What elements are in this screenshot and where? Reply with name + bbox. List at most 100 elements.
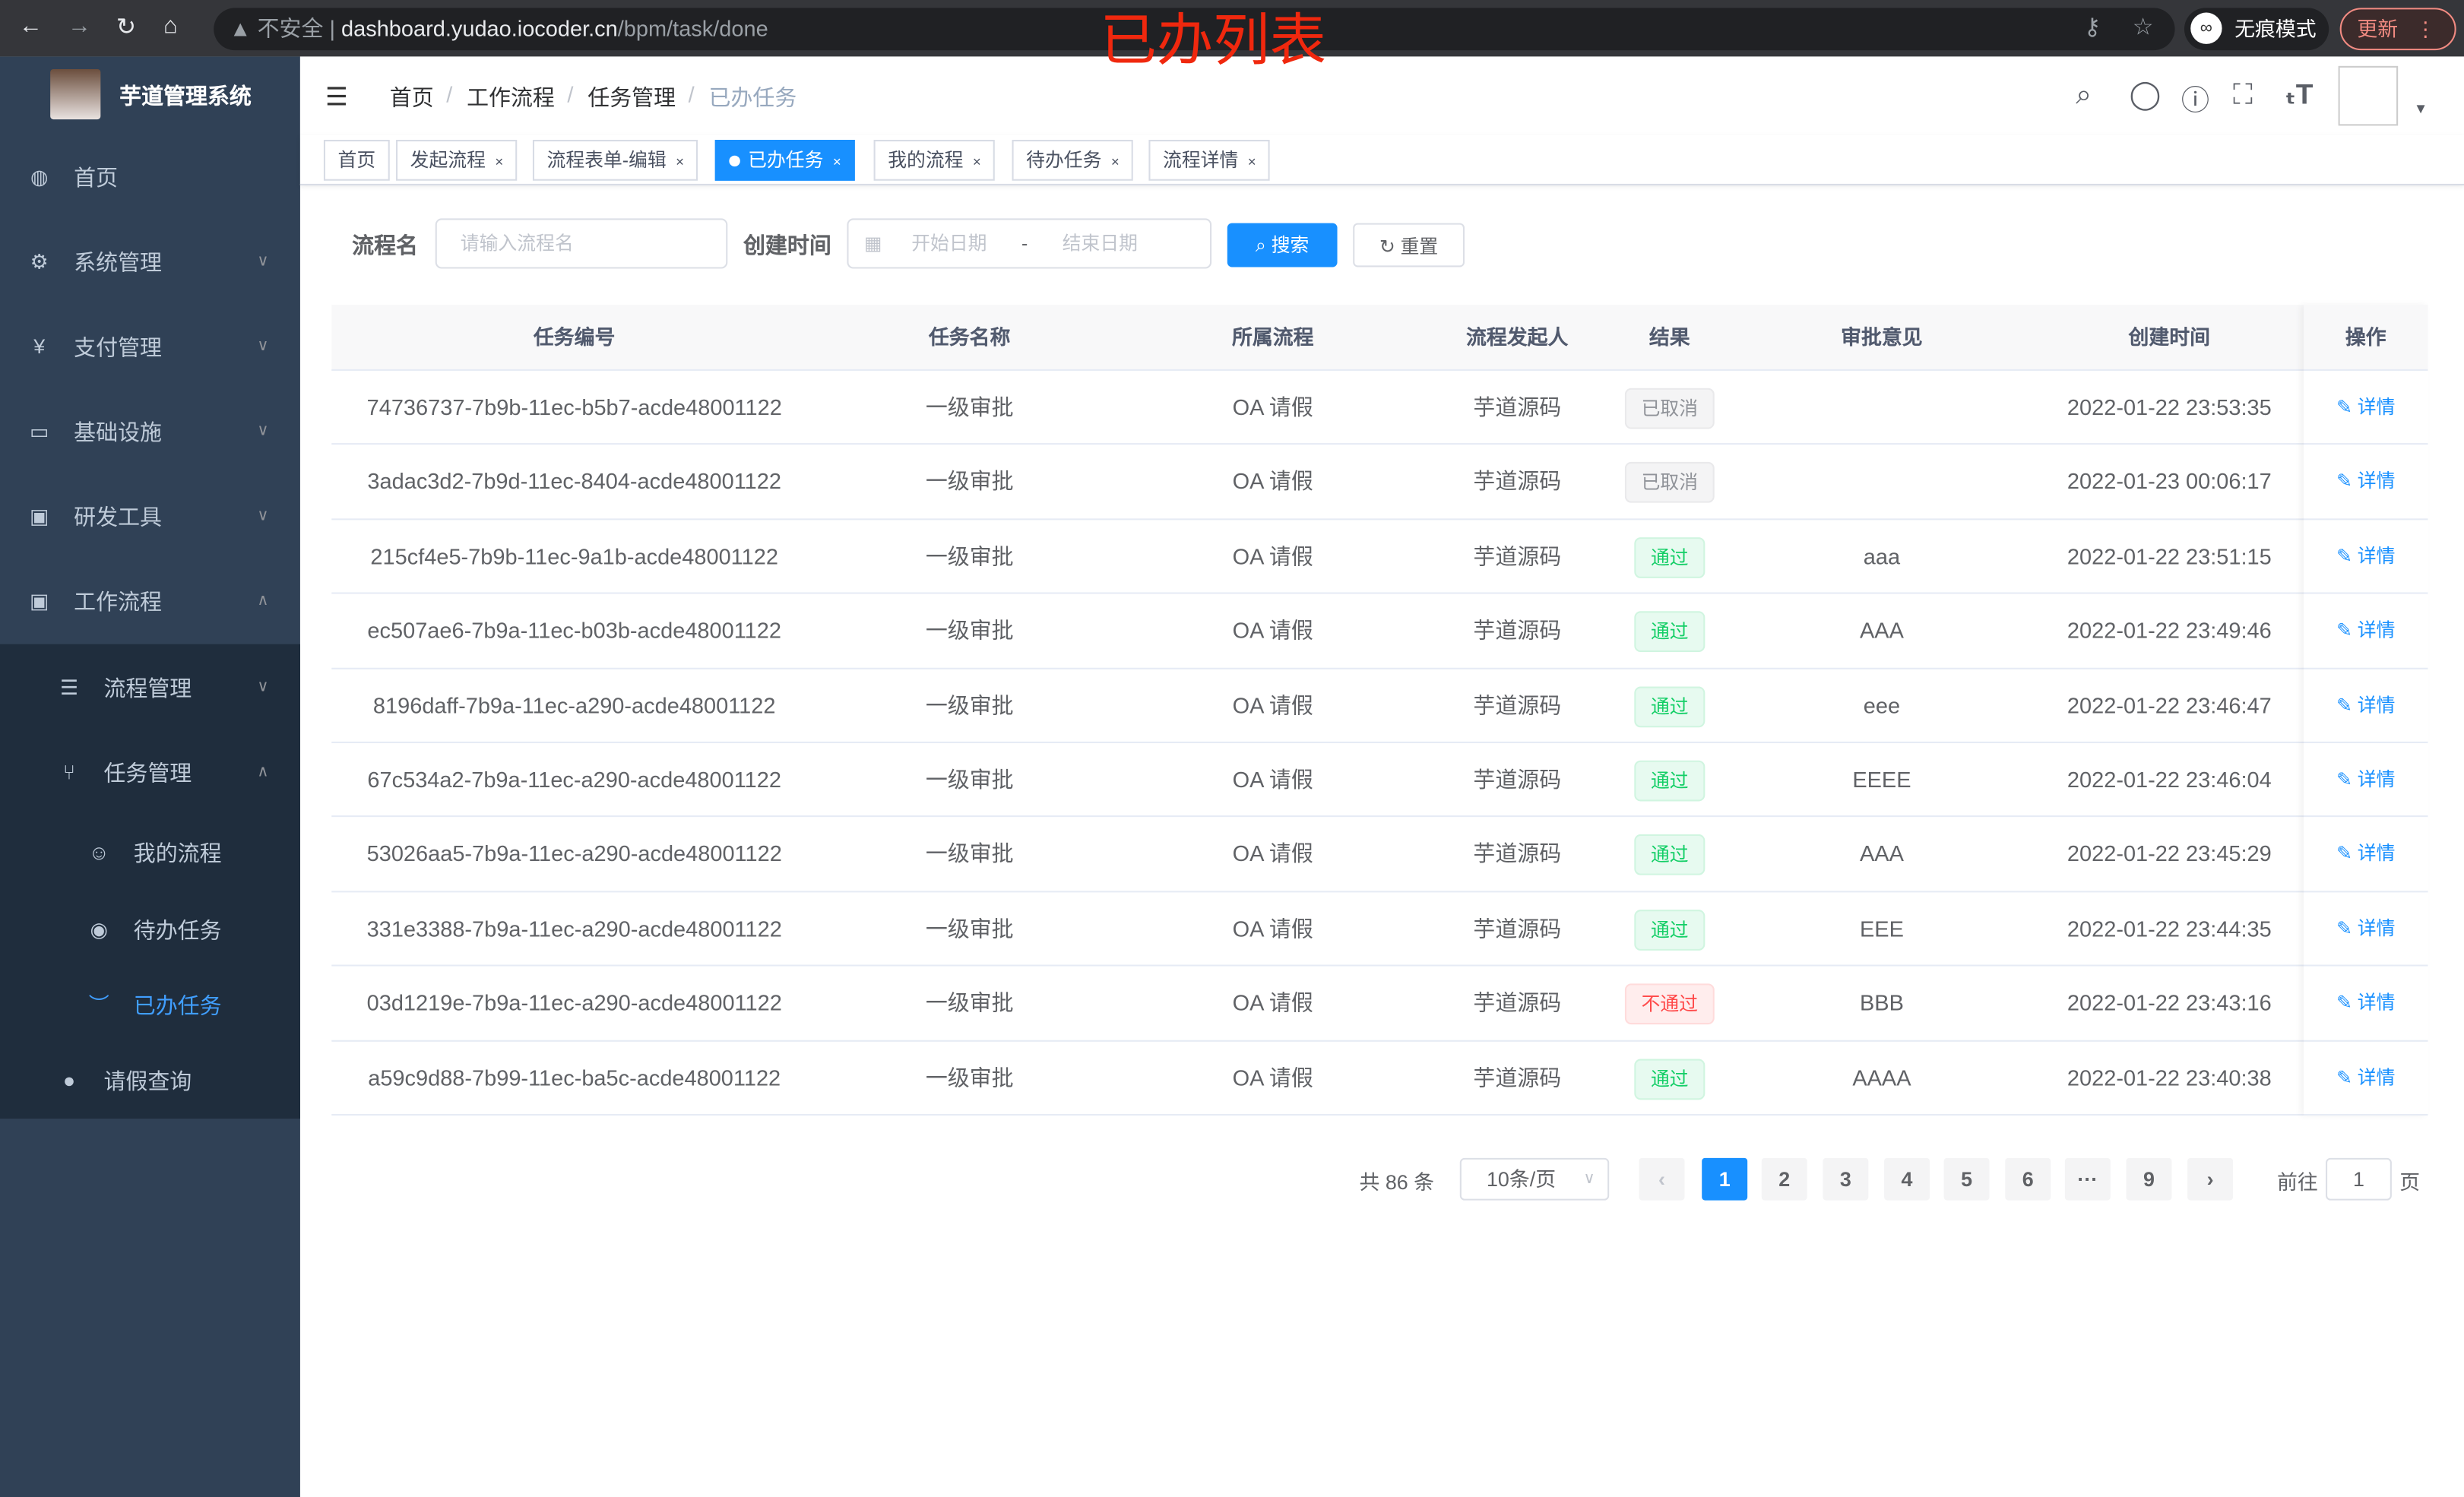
back-icon[interactable]: ← xyxy=(18,12,43,40)
page-button[interactable]: 5 xyxy=(1943,1157,1990,1201)
cell-text: 331e3388-7b9a-11ec-a290-acde48001122 xyxy=(366,915,782,942)
close-icon[interactable]: × xyxy=(1110,153,1120,170)
detail-button[interactable]: ✎ 详情 xyxy=(2304,520,2428,593)
sidebar-item-7[interactable]: ⑂ 任务管理 ∧ xyxy=(0,734,300,812)
column-header: 任务名称 xyxy=(928,324,1011,350)
cell-name: 一级审批 xyxy=(817,371,1122,445)
column-header: 流程发起人 xyxy=(1466,324,1569,350)
tag-4[interactable]: 我的流程 × xyxy=(873,140,996,181)
detail-button[interactable]: ✎ 详情 xyxy=(2304,1041,2428,1115)
cell-text: 2022-01-23 00:06:17 xyxy=(2067,468,2272,495)
sidebar-item-11[interactable]: ● 请假查询 xyxy=(0,1042,300,1120)
sidebar-item-9[interactable]: ◉ 待办任务 xyxy=(0,891,300,969)
column-header: 任务编号 xyxy=(533,324,616,350)
process-name-input[interactable]: 请输入流程名 xyxy=(435,218,728,269)
edit-icon: ✎ xyxy=(2336,1066,2358,1089)
close-icon[interactable]: × xyxy=(495,153,504,170)
detail-button[interactable]: ✎ 详情 xyxy=(2304,669,2428,742)
address-bar[interactable]: ▲ 不安全 | dashboard.yudao.iocoder.cn/bpm/t… xyxy=(214,8,2175,51)
tag-label: 我的流程 xyxy=(888,149,964,172)
github-icon[interactable]: ◯ xyxy=(2129,78,2162,110)
cell-text: OA 请假 xyxy=(1232,840,1313,867)
tag-1[interactable]: 发起流程 × xyxy=(396,140,518,181)
cell-text: 一级审批 xyxy=(925,692,1014,718)
close-icon[interactable]: × xyxy=(676,153,684,170)
hamburger-icon[interactable]: ☰ xyxy=(325,84,348,112)
tag-0[interactable]: 首页 xyxy=(323,140,390,181)
fullscreen-icon[interactable]: ⛶ xyxy=(2233,78,2253,110)
prev-page-button[interactable]: ‹ xyxy=(1639,1157,1685,1201)
detail-button[interactable]: ✎ 详情 xyxy=(2304,445,2428,519)
sidebar-item-8[interactable]: ☺ 我的流程 xyxy=(0,814,300,892)
sidebar-item-4[interactable]: ▣ 研发工具 ∨ xyxy=(0,478,300,556)
page-button[interactable]: ··· xyxy=(2064,1157,2111,1201)
sidebar-item-6[interactable]: ☰ 流程管理 ∨ xyxy=(0,649,300,727)
status-badge: 不通过 xyxy=(1625,983,1714,1025)
cell-text: 一级审批 xyxy=(925,617,1014,644)
detail-button[interactable]: ✎ 详情 xyxy=(2304,371,2428,445)
tag-6[interactable]: 流程详情 × xyxy=(1148,140,1271,181)
date-range-picker[interactable]: ▦ 开始日期 - 结束日期 xyxy=(847,218,1212,269)
cell-name: 一级审批 xyxy=(817,892,1122,966)
goto-page-input[interactable]: 1 xyxy=(2326,1157,2392,1201)
cell-process: OA 请假 xyxy=(1122,445,1424,519)
cell-text: eee xyxy=(1863,692,1901,718)
start-date-input[interactable]: 开始日期 xyxy=(911,233,987,255)
more-icon: ⋮ xyxy=(2415,17,2436,41)
page-button[interactable]: 9 xyxy=(2126,1157,2172,1201)
detail-button[interactable]: ✎ 详情 xyxy=(2304,892,2428,966)
page-button[interactable]: 2 xyxy=(1761,1157,1807,1201)
page-button[interactable]: 6 xyxy=(2005,1157,2051,1201)
cell-text: 芋道源码 xyxy=(1473,543,1562,569)
end-date-input[interactable]: 结束日期 xyxy=(1062,233,1138,255)
fixed-action-column xyxy=(2304,305,2428,1116)
reload-icon[interactable]: ↻ xyxy=(116,14,137,41)
breadcrumb-item[interactable]: 首页 xyxy=(389,84,434,110)
sidebar-item-5[interactable]: ▣ 工作流程 ∧ xyxy=(0,562,300,641)
page-button[interactable]: 4 xyxy=(1884,1157,1930,1201)
font-size-icon[interactable]: ₜT xyxy=(2285,78,2314,110)
sidebar-item-10[interactable]: ︶ 已办任务 xyxy=(0,967,300,1045)
tag-2[interactable]: 流程表单-编辑 × xyxy=(532,140,698,181)
breadcrumb-item[interactable]: 工作流程 xyxy=(467,84,555,110)
close-icon[interactable]: × xyxy=(1247,153,1256,170)
forward-icon[interactable]: → xyxy=(67,12,91,40)
sidebar-item-1[interactable]: ⚙ 系统管理 ∨ xyxy=(0,223,300,302)
search-button[interactable]: ⌕ 搜索 xyxy=(1227,223,1338,267)
goto-label: 前往 xyxy=(2276,1170,2318,1195)
breadcrumb-item[interactable]: 任务管理 xyxy=(587,84,676,110)
cell-time: 2022-01-22 23:51:15 xyxy=(2035,520,2304,593)
cell-text: 芋道源码 xyxy=(1473,1064,1562,1090)
sidebar-item-2[interactable]: ¥ 支付管理 ∨ xyxy=(0,308,300,386)
detail-button[interactable]: ✎ 详情 xyxy=(2304,818,2428,891)
cell-text: 74736737-7b9b-11ec-b5b7-acde48001122 xyxy=(366,394,782,420)
update-button[interactable]: 更新 ⋮ xyxy=(2339,8,2456,51)
tag-5[interactable]: 待办任务 × xyxy=(1012,140,1134,181)
page-button[interactable]: 3 xyxy=(1823,1157,1869,1201)
help-icon[interactable]: ⓘ xyxy=(2181,84,2210,117)
home-icon[interactable]: ⌂ xyxy=(163,12,178,40)
cell-text: ec507ae6-7b9a-11ec-b03b-acde48001122 xyxy=(367,617,781,644)
search-icon[interactable]: ⌕ xyxy=(2076,78,2092,110)
breadcrumb-item: 已办任务 xyxy=(708,84,797,110)
detail-button[interactable]: ✎ 详情 xyxy=(2304,594,2428,668)
detail-button[interactable]: ✎ 详情 xyxy=(2304,743,2428,817)
caret-down-icon[interactable]: ▼ xyxy=(2413,100,2428,117)
reset-button-label: 重置 xyxy=(1400,236,1439,258)
key-icon[interactable]: ⚷ xyxy=(2083,14,2101,41)
next-page-button[interactable]: › xyxy=(2187,1157,2234,1201)
page-button[interactable]: 1 xyxy=(1702,1157,1748,1201)
incognito-badge[interactable]: ∞ 无痕模式 xyxy=(2184,8,2329,51)
page-size-select[interactable]: 10条/页 ∨ xyxy=(1459,1157,1610,1201)
tag-3[interactable]: 已办任务 × xyxy=(714,140,856,181)
cell-text: 一级审批 xyxy=(925,840,1014,867)
detail-button[interactable]: ✎ 详情 xyxy=(2304,967,2428,1040)
close-icon[interactable]: × xyxy=(972,153,981,170)
sidebar-item-0[interactable]: ◍ 首页 xyxy=(0,138,300,217)
reset-button[interactable]: ↻ 重置 xyxy=(1353,223,1465,267)
close-icon[interactable]: × xyxy=(832,153,841,170)
star-icon[interactable]: ☆ xyxy=(2132,14,2154,41)
sidebar-item-3[interactable]: ▭ 基础设施 ∨ xyxy=(0,393,300,471)
avatar[interactable] xyxy=(2338,65,2399,126)
cell-text: 一级审批 xyxy=(925,543,1014,569)
